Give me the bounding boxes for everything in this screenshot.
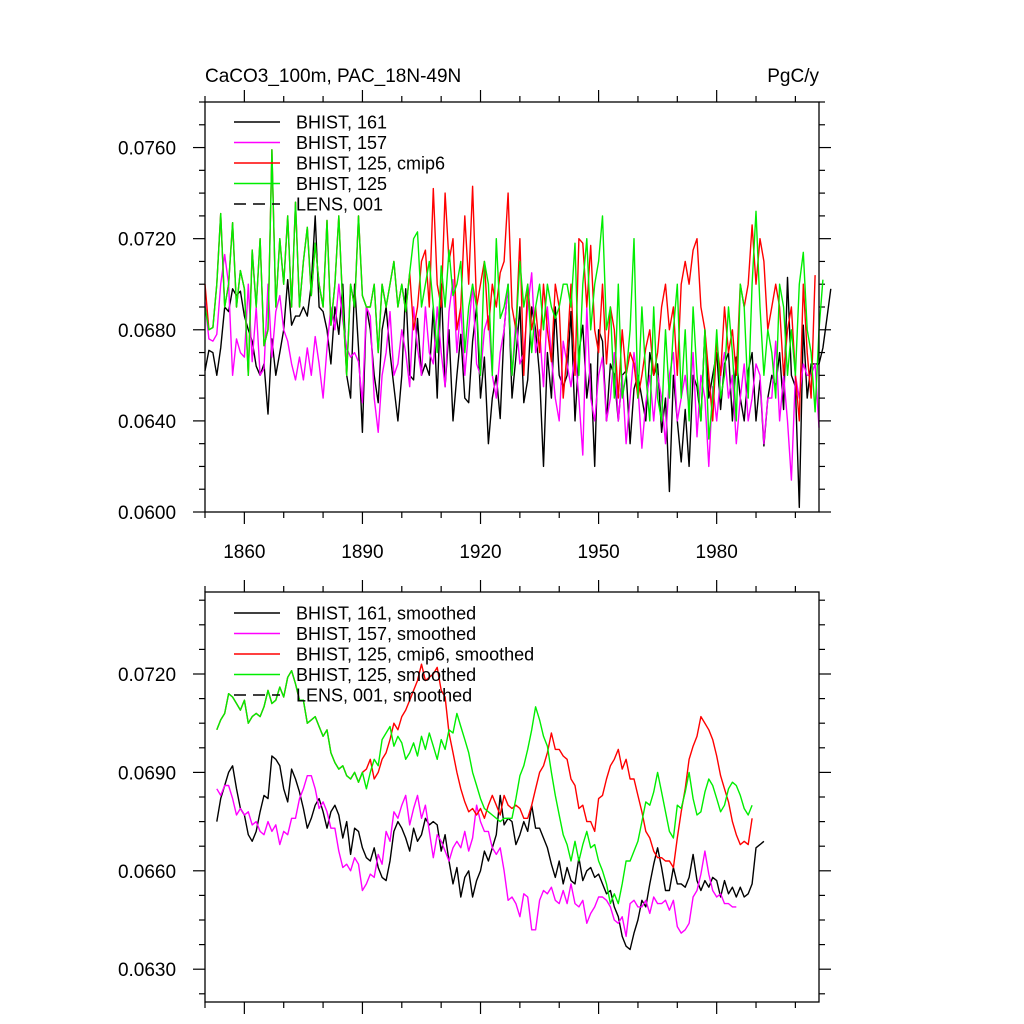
bottom-axes: 0.0630 0.0660 0.0690 0.0720 <box>118 580 831 1014</box>
series-line-3 <box>204 149 824 440</box>
series-line-1 <box>216 775 737 938</box>
y-tick-label: 0.0760 <box>118 139 176 160</box>
y-tick-label: 0.0630 <box>118 960 176 981</box>
legend-label: LENS, 001 <box>296 195 383 215</box>
y-tick-label: 0.0600 <box>118 503 176 524</box>
y-tick-label: 0.0690 <box>118 763 176 784</box>
legend-label: BHIST, 157 <box>296 133 387 153</box>
series-line-0 <box>216 755 765 951</box>
top-panel: CaCO3_100m, PAC_18N-49N PgC/y 1860 1890 19… <box>118 66 832 563</box>
y-tick-label: 0.0680 <box>118 321 176 342</box>
legend-label: BHIST, 161 <box>296 113 387 133</box>
bottom-plot-frame <box>204 591 820 1003</box>
legend-label: BHIST, 125 <box>296 174 387 194</box>
x-tick-label: 1860 <box>223 542 265 563</box>
bottom-panel: 0.0630 0.0660 0.0690 0.0720 BHIST, 161, smo… <box>118 580 831 1014</box>
top-axes: 1860 1890 1920 1950 1980 0.0600 0.0640 0.0680 0.… <box>118 90 831 563</box>
top-series-lines <box>204 149 832 509</box>
legend-label: BHIST, 157, smoothed <box>296 624 476 644</box>
x-tick-label: 1950 <box>577 542 619 563</box>
series-line-3 <box>216 670 753 905</box>
x-tick-label: 1920 <box>459 542 501 563</box>
top-panel-units: PgC/y <box>767 66 819 87</box>
legend-label: BHIST, 125, cmip6 <box>296 154 445 174</box>
y-tick-label: 0.0720 <box>118 230 176 251</box>
x-tick-label: 1980 <box>696 542 738 563</box>
top-plot-frame <box>204 101 820 513</box>
y-tick-label: 0.0640 <box>118 412 176 433</box>
y-tick-label: 0.0660 <box>118 862 176 883</box>
legend-label: LENS, 001, smoothed <box>296 686 472 706</box>
x-tick-label: 1890 <box>341 542 383 563</box>
legend-label: BHIST, 161, smoothed <box>296 604 476 624</box>
y-tick-label: 0.0720 <box>118 665 176 686</box>
bottom-series-lines <box>216 663 765 951</box>
legend-label: BHIST, 125, smoothed <box>296 665 476 685</box>
top-panel-title: CaCO3_100m, PAC_18N-49N <box>205 66 461 87</box>
legend-label: BHIST, 125, cmip6, smoothed <box>296 645 534 665</box>
series-line-0 <box>204 215 832 509</box>
